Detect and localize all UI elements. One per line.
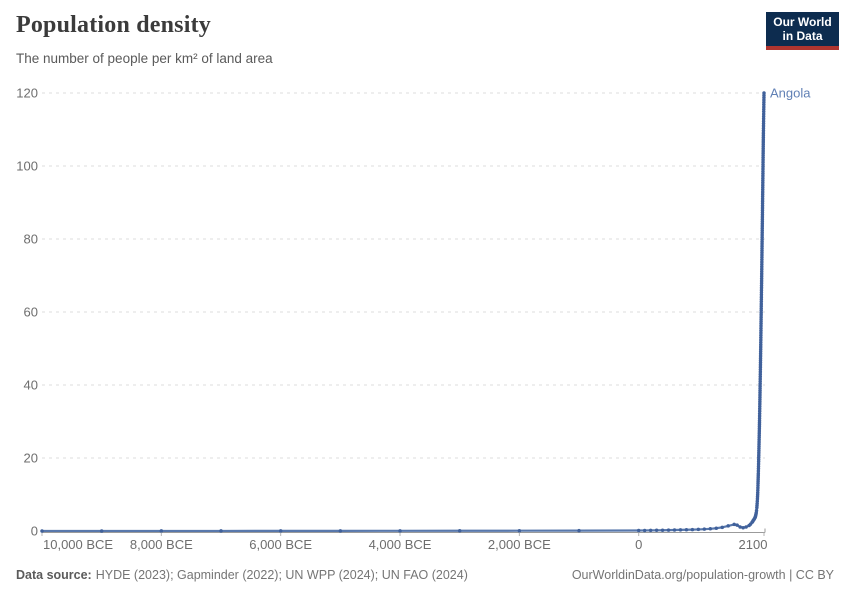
data-point <box>219 529 223 533</box>
data-point <box>648 528 653 533</box>
x-axis-tick-label: 2,000 BCE <box>488 537 551 552</box>
owid-url-license-link[interactable]: OurWorldinData.org/population-growth | C… <box>571 568 834 582</box>
data-point <box>741 525 745 530</box>
data-point <box>726 524 730 528</box>
data-point <box>738 525 742 529</box>
data-point <box>690 527 695 532</box>
data-source-note: Data source: HYDE (2023); Gapminder (2022… <box>16 567 468 583</box>
data-point <box>660 528 665 532</box>
data-source-list: HYDE (2023); Gapminder (2022); UN WPP (2… <box>95 568 468 582</box>
y-axis-tick-label: 80 <box>24 232 38 247</box>
data-point <box>702 527 707 531</box>
x-axis-tick-label: 2100 <box>739 537 768 552</box>
data-point <box>696 527 701 532</box>
x-axis-tick-label: 4,000 BCE <box>369 537 432 552</box>
gridlines-layer: 0 20 40 60 80 100 120 <box>16 86 765 539</box>
x-axis-tick-label: 8,000 BCE <box>130 537 193 552</box>
x-axis-tick-label: 10,000 BCE <box>43 537 113 552</box>
data-point <box>666 528 671 532</box>
data-point <box>678 528 683 532</box>
y-axis-tick-label: 0 <box>31 524 38 539</box>
data-point <box>636 528 641 533</box>
y-axis-tick-label: 20 <box>24 451 38 466</box>
data-point <box>732 522 736 527</box>
y-axis-tick-label: 60 <box>24 305 38 320</box>
chart-subtitle: The number of people per km² of land are… <box>16 51 273 66</box>
data-point <box>577 528 581 533</box>
y-axis-tick-label: 120 <box>16 86 38 101</box>
data-point <box>398 529 402 533</box>
data-point <box>40 529 44 533</box>
x-axis-tick-label: 6,000 BCE <box>249 537 312 552</box>
data-point <box>278 529 283 533</box>
x-axis-tick-label: 0 <box>635 537 642 552</box>
data-point <box>735 523 739 527</box>
owid-logo-line2: in Data <box>782 29 823 43</box>
data-point <box>714 526 719 531</box>
chart-title: Population density <box>16 12 211 38</box>
data-point <box>338 529 343 533</box>
axes-layer: 10,000 BCE 8,000 BCE 6,000 BCE 4,000 BCE 2,0… <box>41 528 768 552</box>
series-label-layer: Angola <box>770 86 811 101</box>
entity-label-angola: Angola <box>770 86 811 101</box>
chart-footer: Data source: HYDE (2023); Gapminder (2022… <box>16 567 834 583</box>
data-point <box>684 528 689 532</box>
data-point <box>672 528 677 532</box>
owid-logo-line1: Our World <box>773 15 832 29</box>
data-point <box>720 525 724 530</box>
data-point <box>744 525 748 529</box>
data-point <box>708 527 713 531</box>
data-point <box>99 529 104 533</box>
data-point <box>754 508 759 513</box>
data-point <box>159 529 164 533</box>
series-line-angola <box>40 91 766 533</box>
y-axis-tick-label: 100 <box>16 159 38 174</box>
data-point <box>762 91 766 95</box>
series-layer <box>40 91 766 533</box>
y-axis-tick-label: 40 <box>24 378 38 393</box>
data-point <box>642 528 647 533</box>
owid-logo: Our World in Data <box>766 12 839 50</box>
data-point <box>654 528 659 533</box>
data-point <box>517 528 522 533</box>
data-point <box>457 529 462 533</box>
data-source-label: Data source: <box>16 568 92 582</box>
